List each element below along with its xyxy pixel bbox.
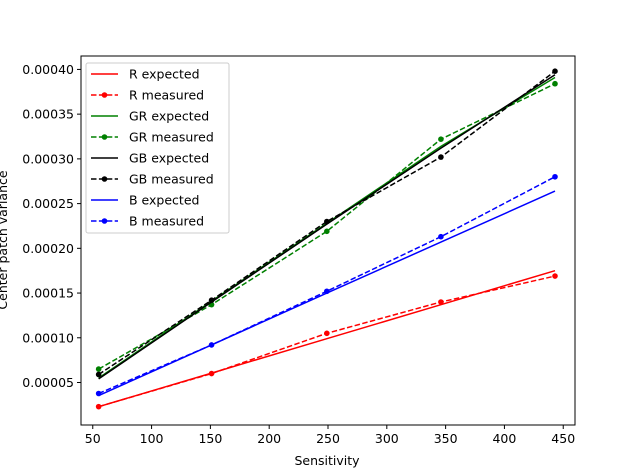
- series-line-r-measured: [98, 275, 556, 408]
- x-tick-label: 450: [551, 431, 575, 446]
- x-tick-label: 350: [434, 431, 458, 446]
- data-point: [324, 288, 330, 295]
- data-point: [324, 228, 330, 235]
- legend-label: B measured: [129, 214, 204, 229]
- data-point: [438, 136, 444, 142]
- data-point: [552, 80, 558, 87]
- series-line-gb-measured: [98, 70, 556, 376]
- legend-label: B expected: [129, 193, 199, 208]
- legend-label: GR expected: [129, 109, 209, 124]
- data-point: [438, 154, 444, 160]
- legend-label: R measured: [129, 88, 204, 103]
- x-tick-label: 300: [375, 431, 399, 446]
- y-axis-label: Center patch variance: [0, 170, 10, 309]
- y-axis: 0.00005 0.00010 0.00015 0.00020 0.00025 0.000…: [22, 62, 81, 390]
- legend-label: R expected: [129, 67, 200, 82]
- y-tick-label: 0.00015: [22, 286, 74, 301]
- legend-marker: [101, 218, 108, 224]
- data-point: [324, 218, 330, 225]
- x-tick-label: 250: [316, 431, 340, 446]
- x-axis: 50 100 150 200 250 300 350 400 450: [85, 425, 575, 446]
- legend-marker: [101, 92, 108, 98]
- data-point: [438, 299, 444, 305]
- plot-area: [95, 68, 558, 410]
- y-tick-label: 0.00025: [22, 196, 74, 211]
- y-tick-label: 0.00020: [22, 241, 74, 256]
- legend-marker: [101, 176, 108, 182]
- data-point: [438, 233, 444, 240]
- data-point: [552, 68, 558, 75]
- legend: R expected R measured GR expected GR measur…: [85, 62, 230, 234]
- x-axis-label: Sensitivity: [294, 453, 360, 468]
- y-tick-label: 0.00005: [22, 375, 74, 390]
- legend-marker: [101, 134, 108, 140]
- data-point: [208, 342, 215, 348]
- y-tick-label: 0.00040: [22, 62, 74, 77]
- x-tick-label: 150: [198, 431, 222, 446]
- data-point: [95, 403, 102, 410]
- x-tick-label: 400: [492, 431, 516, 446]
- data-point: [95, 371, 102, 378]
- y-tick-label: 0.00035: [22, 107, 74, 122]
- x-tick-label: 100: [140, 431, 164, 446]
- data-point: [324, 330, 330, 337]
- legend-box: [85, 62, 230, 234]
- data-point: [552, 173, 558, 180]
- legend-label: GB expected: [129, 151, 209, 166]
- legend-label: GR measured: [129, 130, 214, 145]
- data-point: [95, 366, 102, 372]
- data-point: [95, 390, 102, 397]
- series-line-gr-measured: [98, 83, 556, 370]
- y-tick-label: 0.00030: [22, 151, 74, 166]
- legend-label: GB measured: [129, 172, 214, 187]
- y-tick-label: 0.00010: [22, 330, 74, 345]
- x-tick-label: 50: [85, 431, 101, 446]
- data-point: [208, 297, 215, 304]
- data-point: [552, 273, 558, 279]
- data-point: [208, 370, 215, 377]
- x-tick-label: 200: [257, 431, 281, 446]
